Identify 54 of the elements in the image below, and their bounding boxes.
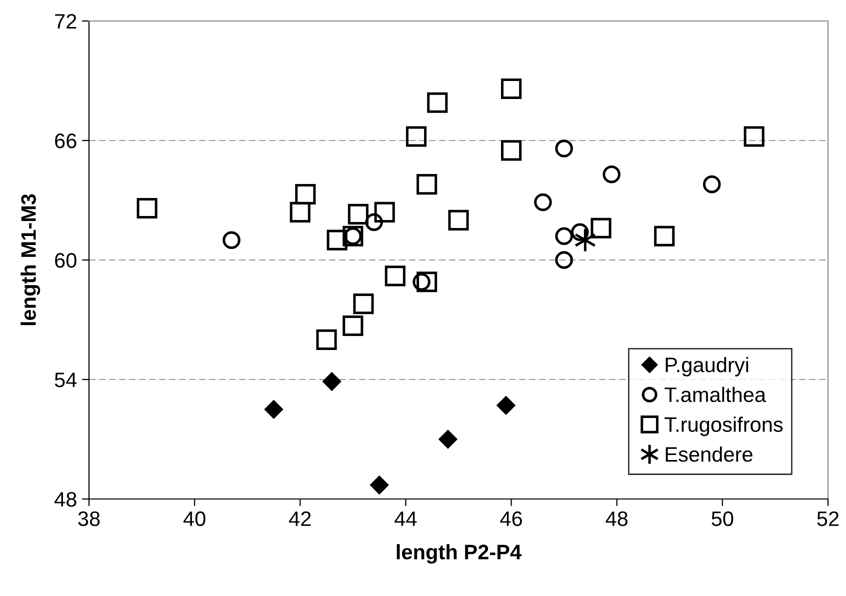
x-tick-label: 52 <box>817 511 839 526</box>
point <box>501 140 522 161</box>
point <box>374 202 395 222</box>
legend-label: Esendere <box>666 446 752 462</box>
y-axis-title: length M1-M3 <box>20 194 40 326</box>
point <box>496 396 516 414</box>
point <box>136 198 158 218</box>
point <box>264 400 283 418</box>
point <box>365 213 383 232</box>
x-axis-title: length P2-P4 <box>396 544 522 564</box>
x-tick-label: 38 <box>78 511 100 526</box>
point <box>602 165 620 184</box>
point <box>416 174 438 195</box>
point <box>353 294 374 314</box>
x-tick-label: 44 <box>394 512 417 526</box>
point <box>555 227 573 245</box>
point <box>654 226 675 246</box>
point <box>416 272 438 292</box>
point <box>744 126 764 147</box>
point <box>574 228 596 252</box>
point <box>370 476 388 494</box>
point <box>555 251 573 269</box>
point <box>322 372 341 391</box>
point <box>412 273 430 291</box>
point <box>501 78 522 99</box>
point <box>438 430 458 448</box>
x-tick-label: 50 <box>712 511 734 526</box>
point <box>427 92 448 113</box>
point <box>290 202 310 222</box>
legend-label: T.amalthea <box>664 386 766 402</box>
y-tick-label: 72 <box>55 14 76 29</box>
y-tick-label: 54 <box>54 372 77 388</box>
point <box>702 175 721 194</box>
point <box>326 230 348 250</box>
point <box>555 140 573 158</box>
x-tick-label: 42 <box>289 511 311 526</box>
y-tick-label: 48 <box>54 492 76 507</box>
legend-label: T.rugosifrons <box>664 416 783 436</box>
point <box>448 210 469 230</box>
point <box>348 204 368 224</box>
point <box>384 266 406 286</box>
point <box>295 184 316 205</box>
point <box>342 315 364 336</box>
point <box>222 231 240 249</box>
point <box>316 329 337 350</box>
y-tick-label: 66 <box>55 134 76 148</box>
point <box>406 126 427 147</box>
x-tick-label: 48 <box>606 511 628 526</box>
y-tick-label: 60 <box>55 253 76 268</box>
x-tick-label: 40 <box>183 511 206 526</box>
point <box>534 193 552 212</box>
point <box>590 218 612 238</box>
legend-label: P.gaudryi <box>666 356 748 376</box>
x-tick-label: 46 <box>500 511 522 526</box>
